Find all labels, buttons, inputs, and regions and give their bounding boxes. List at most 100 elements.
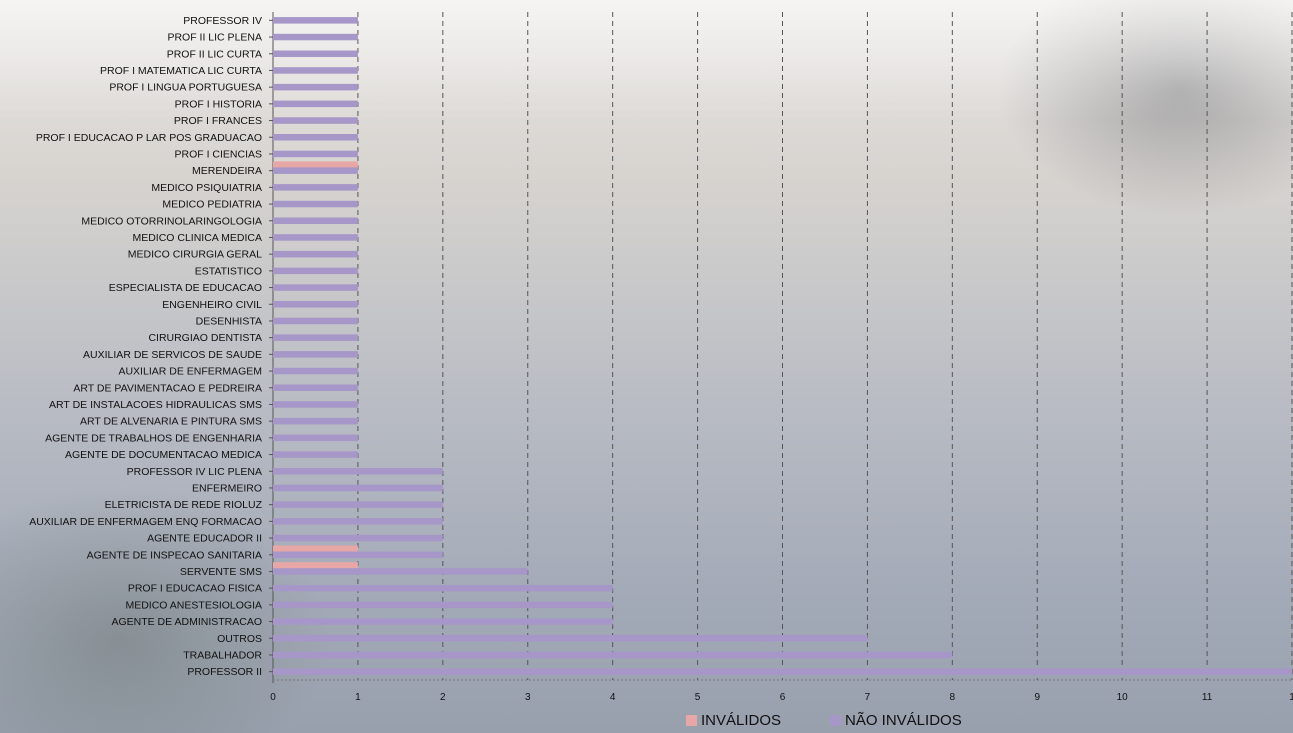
category-label: AGENTE DE DOCUMENTACAO MEDICA: [65, 449, 262, 461]
category-label: PROF I EDUCACAO FISICA: [128, 583, 262, 595]
category-label: PROFESSOR IV LIC PLENA: [127, 466, 262, 478]
category-label: PROF I HISTORIA: [175, 98, 262, 110]
category-label: MEDICO CIRURGIA GERAL: [128, 249, 262, 261]
bar-nao-invalidos: [273, 184, 358, 191]
bar-invalidos: [273, 161, 358, 168]
bar-nao-invalidos: [273, 434, 358, 442]
bar-nao-invalidos: [273, 33, 358, 41]
bar-nao-invalidos: [273, 635, 868, 642]
bar-nao-invalidos: [273, 67, 358, 74]
bar-nao-invalidos: [273, 384, 358, 391]
bar-nao-invalidos: [273, 317, 358, 325]
bar-nao-invalidos: [273, 551, 443, 558]
legend-swatch: [686, 715, 697, 726]
category-label: ART DE ALVENARIA E PINTURA SMS: [80, 416, 262, 428]
bar-nao-invalidos: [273, 618, 613, 625]
x-tick-label: 2: [440, 692, 446, 703]
category-label: PROFESSOR IV: [183, 15, 262, 27]
bar-nao-invalidos: [273, 401, 358, 408]
bar-nao-invalidos: [273, 367, 358, 375]
bar-nao-invalidos: [273, 217, 358, 224]
category-label: AGENTE DE INSPECAO SANITARIA: [87, 549, 262, 561]
bar-nao-invalidos: [273, 301, 358, 308]
category-label: PROF I FRANCES: [174, 115, 262, 127]
bar-nao-invalidos: [273, 351, 358, 358]
category-label: ART DE PAVIMENTACAO E PEDREIRA: [73, 382, 262, 394]
category-label: ESTATISTICO: [195, 265, 262, 277]
background-highlight: [0, 0, 1293, 120]
x-tick-label: 1: [355, 692, 361, 703]
bar-nao-invalidos: [273, 117, 358, 124]
category-label: MERENDEIRA: [192, 165, 262, 177]
x-tick-label: 9: [1034, 692, 1040, 703]
category-label: PROF II LIC PLENA: [167, 32, 262, 44]
category-label: PROFESSOR II: [187, 666, 262, 678]
category-label: AUXILIAR DE ENFERMAGEM: [118, 366, 262, 378]
category-label: PROF II LIC CURTA: [167, 48, 262, 60]
x-tick-label: 1: [1289, 692, 1293, 703]
category-label: MEDICO PEDIATRIA: [162, 199, 262, 211]
bar-nao-invalidos: [273, 334, 358, 341]
x-tick-label: 0: [270, 692, 276, 703]
bar-nao-invalidos: [273, 234, 358, 241]
category-label: AUXILIAR DE ENFERMAGEM ENQ FORMACAO: [29, 516, 262, 528]
category-label: PROF I LINGUA PORTUGUESA: [109, 82, 262, 94]
bar-nao-invalidos: [273, 518, 443, 525]
bar-nao-invalidos: [273, 17, 358, 24]
x-tick-label: 8: [950, 692, 956, 703]
bar-nao-invalidos: [273, 250, 358, 258]
category-label: AGENTE DE ADMINISTRACAO: [111, 616, 262, 628]
bar-nao-invalidos: [273, 651, 953, 659]
x-tick-label: 6: [780, 692, 786, 703]
category-label: PROF I EDUCACAO P LAR POS GRADUACAO: [36, 132, 262, 144]
bar-nao-invalidos: [273, 134, 358, 141]
x-tick-label: 7: [865, 692, 871, 703]
bar-nao-invalidos: [273, 83, 358, 91]
bar-nao-invalidos: [273, 167, 358, 174]
legend-label: INVÁLIDOS: [701, 712, 781, 729]
category-label: PROF I MATEMATICA LIC CURTA: [100, 65, 262, 77]
category-label: AUXILIAR DE SERVICOS DE SAUDE: [83, 349, 262, 361]
bar-nao-invalidos: [273, 50, 358, 57]
bar-nao-invalidos: [273, 200, 358, 208]
category-label: AGENTE DE TRABALHOS DE ENGENHARIA: [45, 432, 262, 444]
x-tick-label: 3: [525, 692, 531, 703]
bar-nao-invalidos: [273, 417, 358, 425]
bar-nao-invalidos: [273, 534, 443, 542]
category-label: ENFERMEIRO: [192, 482, 262, 494]
bar-nao-invalidos: [273, 668, 1292, 675]
category-label: MEDICO ANESTESIOLOGIA: [125, 599, 262, 611]
legend-label: NÃO INVÁLIDOS: [845, 712, 962, 729]
bar-nao-invalidos: [273, 501, 443, 508]
category-label: CIRURGIAO DENTISTA: [148, 332, 262, 344]
category-label: MEDICO OTORRINOLARINGOLOGIA: [81, 215, 262, 227]
bar-nao-invalidos: [273, 284, 358, 291]
category-label: PROF I CIENCIAS: [174, 148, 262, 160]
bar-nao-invalidos: [273, 484, 443, 492]
bar-nao-invalidos: [273, 267, 358, 275]
bar-nao-invalidos: [273, 150, 358, 158]
bar-nao-invalidos: [273, 468, 443, 475]
bar-nao-invalidos: [273, 100, 358, 108]
bar-nao-invalidos: [273, 584, 613, 592]
x-tick-label: 11: [1202, 692, 1213, 703]
bar-nao-invalidos: [273, 568, 528, 575]
category-label: AGENTE EDUCADOR II: [147, 533, 262, 545]
category-label: ART DE INSTALACOES HIDRAULICAS SMS: [49, 399, 262, 411]
x-tick-label: 10: [1117, 692, 1129, 703]
bar-nao-invalidos: [273, 451, 358, 458]
category-label: ELETRICISTA DE REDE RIOLUZ: [105, 499, 263, 511]
bar-nao-invalidos: [273, 601, 613, 609]
x-tick-label: 4: [610, 692, 616, 703]
category-label: DESENHISTA: [196, 315, 262, 327]
category-label: MEDICO PSIQUIATRIA: [151, 182, 262, 194]
legend-swatch: [830, 715, 841, 726]
x-tick-label: 5: [695, 692, 701, 703]
category-label: OUTROS: [217, 633, 262, 645]
category-label: MEDICO CLINICA MEDICA: [132, 232, 262, 244]
bar-invalidos: [273, 562, 358, 569]
bar-invalidos: [273, 545, 358, 552]
category-label: TRABALHADOR: [183, 649, 262, 661]
